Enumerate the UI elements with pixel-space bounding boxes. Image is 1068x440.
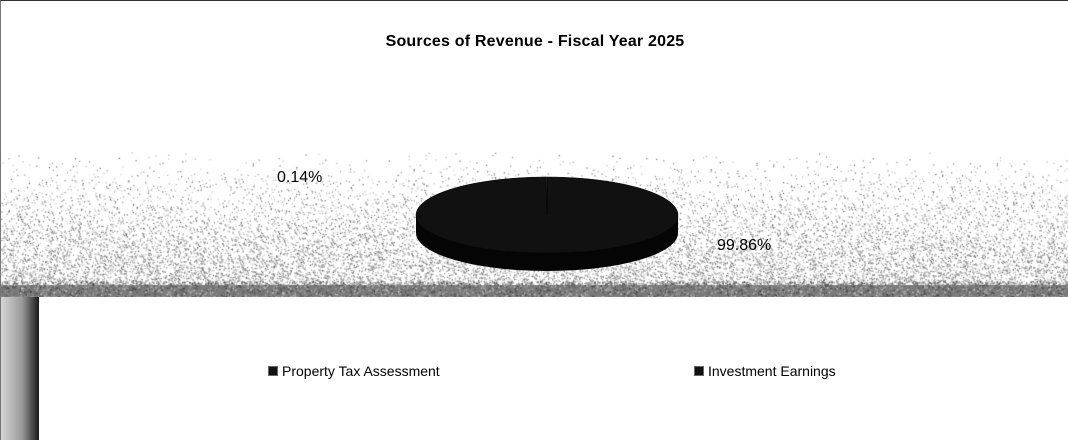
legend: Property Tax Assessment Investment Earni… [39,297,1068,440]
chart-title: Sources of Revenue - Fiscal Year 2025 [385,33,685,50]
data-label-investment-earnings: 0.14% [277,169,323,186]
legend-item-investment-earnings: Investment Earnings [694,363,836,379]
legend-swatch-investment-earnings [694,366,704,376]
legend-swatch-property-tax [268,366,278,376]
legend-item-property-tax: Property Tax Assessment [268,363,440,379]
pie-side [416,215,678,271]
legend-shadow [1,297,39,440]
legend-label-investment-earnings: Investment Earnings [708,363,836,379]
data-label-property-tax: 99.86% [717,237,772,254]
legend-label-property-tax: Property Tax Assessment [282,363,440,379]
pie-slice-investment-earnings [545,176,548,216]
